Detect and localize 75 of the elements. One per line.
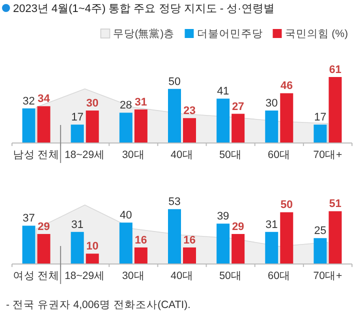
text: - 전국 유권자 4,006명 전화조사(CATI). xyxy=(6,299,190,311)
data-label: 51 xyxy=(329,198,342,210)
bar xyxy=(314,124,327,143)
data-label: 30 xyxy=(86,98,98,110)
data-label: 28 xyxy=(120,100,132,112)
bar xyxy=(265,232,278,264)
data-label: 32 xyxy=(22,95,35,108)
bar xyxy=(134,109,148,143)
bar xyxy=(183,118,196,143)
data-label: 40 xyxy=(120,210,132,222)
data-label: 50 xyxy=(280,199,293,212)
legend-label: 국민의힘 (%) xyxy=(284,28,348,40)
bar xyxy=(119,222,132,264)
data-label: 23 xyxy=(183,105,196,118)
data-label: 16 xyxy=(134,234,148,246)
bar xyxy=(168,209,181,264)
x-tick-label: 60대 xyxy=(268,149,290,161)
bar xyxy=(70,124,84,143)
bar xyxy=(232,234,245,264)
bar xyxy=(37,234,50,264)
data-label: 31 xyxy=(266,218,278,231)
chart-title: 2023년 4월(1~4주) 통합 주요 정당 지지도 - 성·연령별 xyxy=(13,3,274,15)
bar xyxy=(22,226,36,264)
bar xyxy=(168,88,181,143)
x-tick-label: 40대 xyxy=(170,270,194,282)
bar xyxy=(37,106,50,143)
data-label: 25 xyxy=(314,225,326,238)
data-label: 30 xyxy=(266,98,278,110)
bar xyxy=(328,77,342,143)
bar xyxy=(22,108,36,143)
bar xyxy=(232,114,245,143)
data-label: 46 xyxy=(280,80,293,92)
x-tick-label: 40대 xyxy=(170,149,194,161)
x-tick-label: 남성 전체 xyxy=(12,149,60,161)
bar xyxy=(119,112,132,143)
bar xyxy=(265,110,278,143)
data-label: 34 xyxy=(38,93,51,106)
bar xyxy=(70,232,84,264)
legend-label: 더불어민주당 xyxy=(196,28,263,40)
bar xyxy=(86,110,99,143)
x-tick-label: 50대 xyxy=(219,149,242,161)
data-label: 17 xyxy=(71,112,84,124)
x-tick-label: 60대 xyxy=(268,270,290,282)
data-label: 37 xyxy=(22,212,35,225)
legend-label: 무당(無黨)층 xyxy=(112,27,175,40)
data-label: 29 xyxy=(232,220,244,233)
data-label: 31 xyxy=(134,96,148,108)
x-tick-label: 18~29세 xyxy=(64,149,106,161)
bar xyxy=(216,98,230,143)
x-tick-label: 30대 xyxy=(122,270,145,282)
data-label: 39 xyxy=(216,210,230,223)
x-tick-label: 30대 xyxy=(122,149,145,161)
x-tick-label: 70대+ xyxy=(313,149,342,161)
data-label: 61 xyxy=(329,64,342,76)
bar xyxy=(280,212,294,264)
data-label: 50 xyxy=(168,76,181,88)
x-tick-label: 70대+ xyxy=(313,270,342,282)
x-tick-label: 50대 xyxy=(219,270,242,282)
data-label: 41 xyxy=(216,86,230,98)
bar xyxy=(86,254,99,264)
data-label: 31 xyxy=(71,218,84,231)
data-label: 27 xyxy=(232,100,244,113)
data-label: 53 xyxy=(168,196,181,208)
bar xyxy=(216,224,230,264)
x-tick-label: 여성 전체 xyxy=(12,270,60,282)
bar xyxy=(134,247,148,264)
x-tick-label: 18~29세 xyxy=(64,270,106,282)
bar xyxy=(314,238,327,264)
data-label: 29 xyxy=(38,220,50,233)
bar xyxy=(328,211,342,264)
data-label: 10 xyxy=(86,240,98,253)
data-label: 16 xyxy=(183,234,196,246)
bar xyxy=(280,93,294,143)
bar xyxy=(183,247,196,264)
data-label: 17 xyxy=(314,112,326,124)
